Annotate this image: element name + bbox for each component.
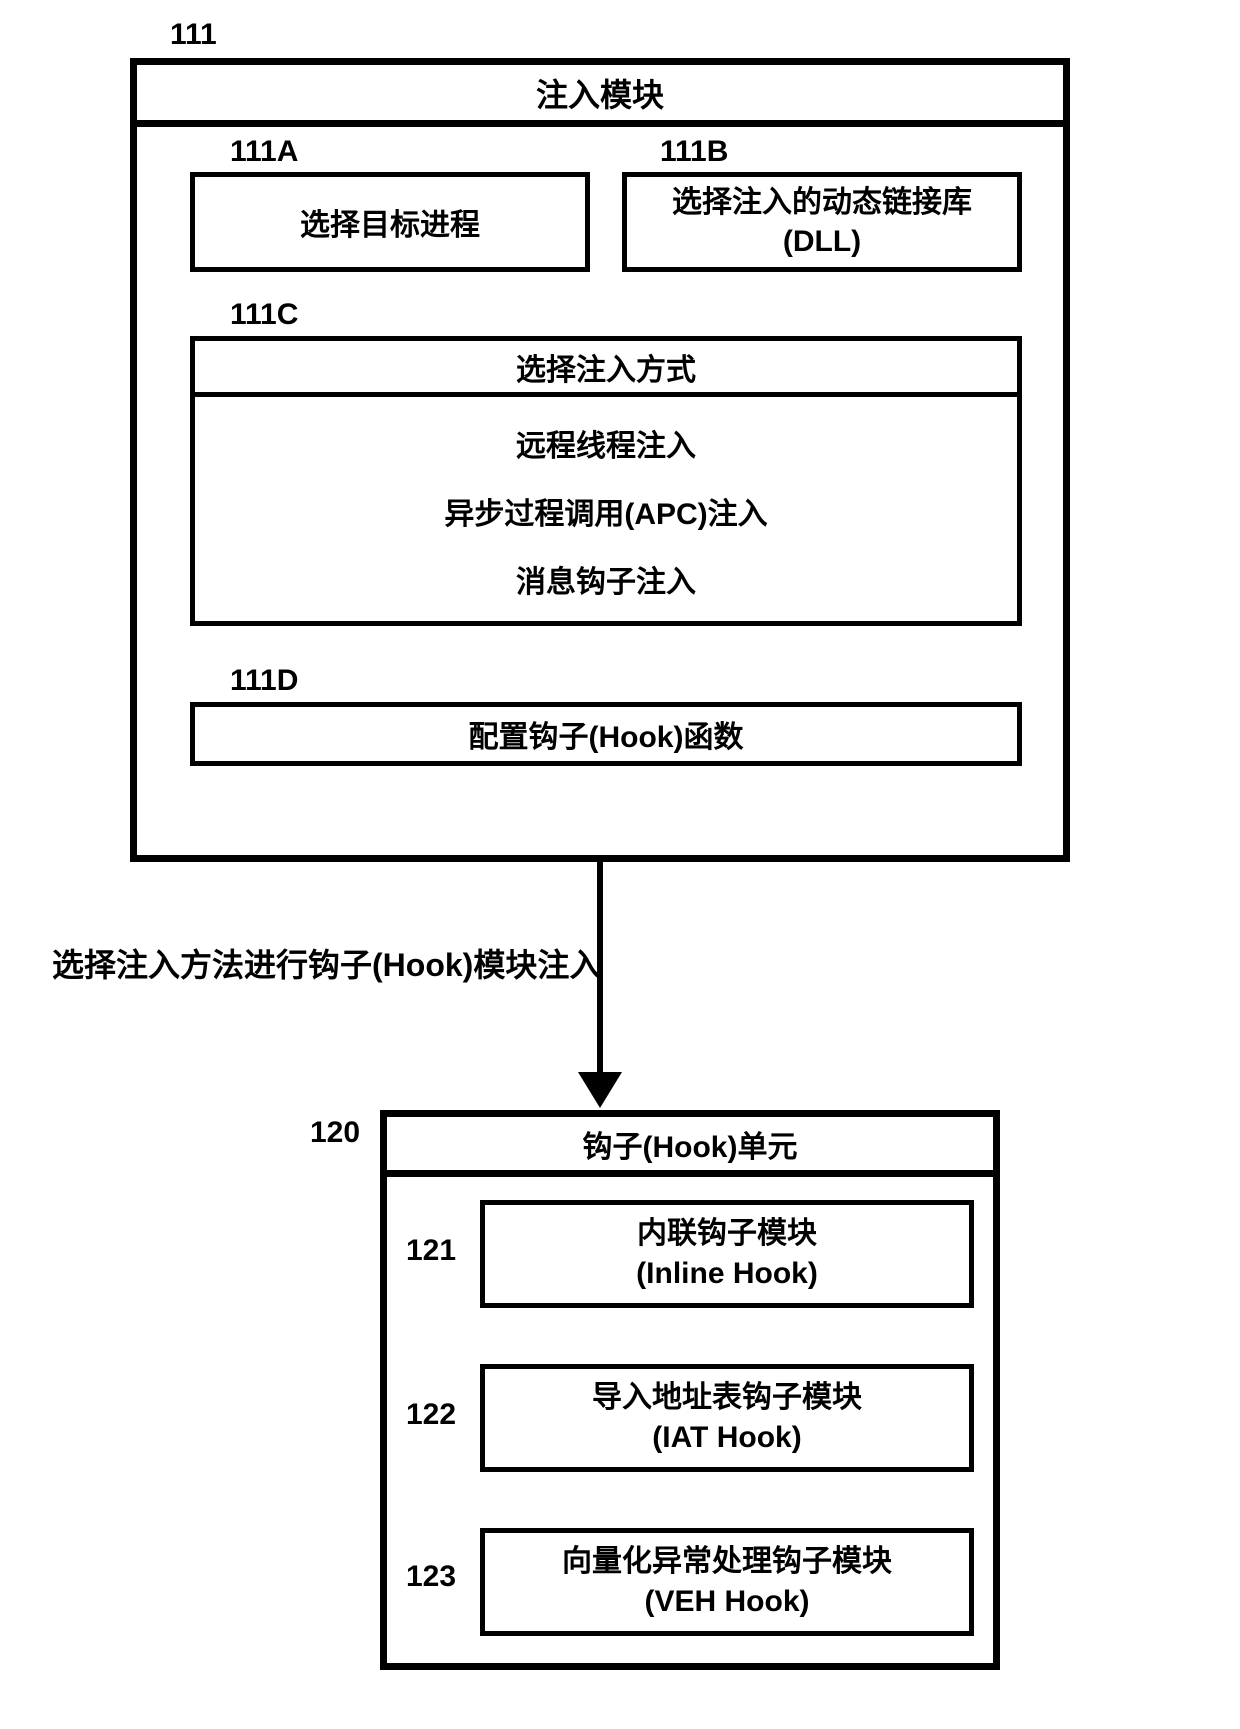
ref-label-121: 121 xyxy=(406,1234,456,1268)
inline-hook-box: 内联钩子模块 (Inline Hook) xyxy=(480,1200,974,1308)
arrow-caption: 选择注入方法进行钩子(Hook)模块注入 xyxy=(52,940,601,986)
ref-label-120: 120 xyxy=(310,1116,360,1150)
ref-label-122: 122 xyxy=(406,1398,456,1432)
hook-unit-title: 钩子(Hook)单元 xyxy=(387,1117,993,1177)
veh-hook-box: 向量化异常处理钩子模块 (VEH Hook) xyxy=(480,1528,974,1636)
iat-hook-box: 导入地址表钩子模块 (IAT Hook) xyxy=(480,1364,974,1472)
ref-label-123: 123 xyxy=(406,1560,456,1594)
